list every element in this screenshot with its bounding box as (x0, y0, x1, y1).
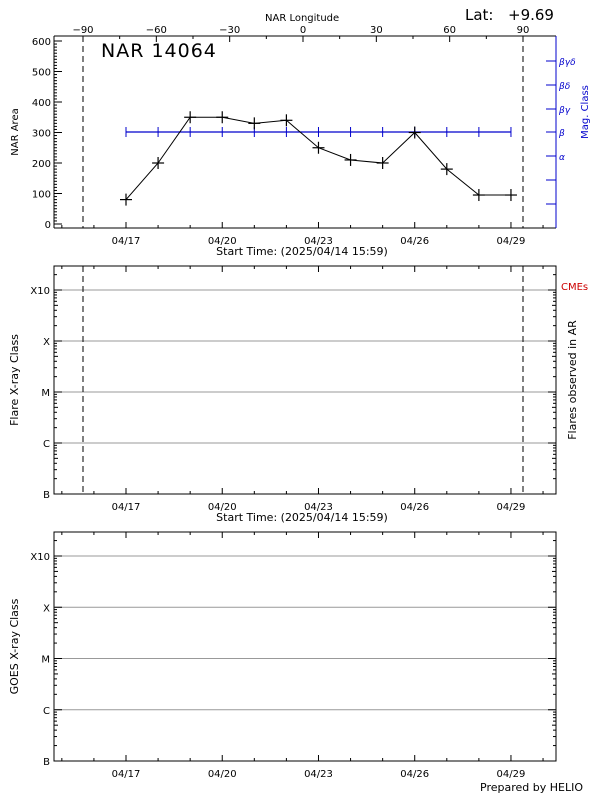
lon-tick-label: 0 (300, 25, 306, 36)
cme-legend-label: CMEs (561, 282, 588, 293)
y-tick-label: 400 (32, 98, 51, 109)
mag-class-label: βδ (558, 82, 571, 92)
lon-tick-label: 30 (370, 25, 383, 36)
lon-tick-label: −30 (219, 25, 240, 36)
y-tick-label: B (43, 490, 50, 501)
x-tick-label: 04/20 (208, 502, 237, 513)
nar-area-panel: 0 100 200 300 400 500 600 NAR Area −90 −60 −30 0 30 6… (10, 25, 591, 258)
mag-class-label: α (559, 153, 565, 163)
mag-class-label: β (558, 129, 565, 139)
plot-frame (53, 531, 557, 762)
x-tick-label: 04/17 (112, 236, 141, 247)
longitude-axis-title: NAR Longitude (265, 13, 340, 24)
goes-class-panel: B C M X X10 04/17 04/20 04/23 04/26 04/29 GOES X-r… (8, 531, 557, 780)
y2-axis-title: Mag. Class (580, 85, 591, 139)
x-tick-label: 04/20 (208, 769, 237, 780)
region-title: NAR 14064 (101, 40, 217, 62)
x-tick-label: 04/17 (112, 769, 141, 780)
x-tick-label: 04/29 (497, 502, 526, 513)
latitude-value: +9.69 (508, 6, 554, 24)
lon-tick-label: 90 (517, 25, 530, 36)
x-axis-title: Start Time: (2025/04/14 15:59) (216, 511, 388, 524)
y-tick-label: M (41, 388, 50, 399)
lon-tick-label: −60 (146, 25, 167, 36)
y-tick-label: X10 (30, 286, 50, 297)
lon-tick-label: −90 (72, 25, 93, 36)
y-tick-label: X10 (30, 552, 50, 563)
y-tick-label: X (43, 603, 50, 614)
y-tick-label: 600 (32, 37, 51, 48)
y-tick-label: X (43, 337, 50, 348)
y-tick-label: 200 (32, 159, 51, 170)
x-tick-label: 04/23 (304, 236, 333, 247)
x-tick-label: 04/26 (400, 769, 429, 780)
x-tick-label: 04/29 (497, 769, 526, 780)
x-tick-label: 04/29 (497, 236, 526, 247)
y-tick-label: M (41, 655, 50, 666)
x-axis-title: Start Time: (2025/04/14 15:59) (216, 245, 388, 258)
x-tick-label: 04/17 (112, 502, 141, 513)
y-tick-label: 300 (32, 129, 51, 140)
flare-class-panel: B C M X X10 04/17 04/20 04/23 04/26 04/29 Flare X-… (8, 265, 588, 524)
y-tick-label: 100 (32, 190, 51, 201)
y2-axis-title: Flares observed in AR (566, 320, 579, 440)
lon-tick-label: 60 (443, 25, 456, 36)
y-tick-label: B (43, 757, 50, 768)
mag-class-label: βγδ (558, 58, 576, 68)
x-tick-label: 04/23 (304, 769, 333, 780)
y-axis-title: NAR Area (10, 108, 21, 155)
y-axis-title: GOES X-ray Class (8, 598, 21, 694)
latitude-label: Lat: (465, 6, 494, 24)
y-tick-label: 500 (32, 68, 51, 79)
x-tick-label: 04/26 (400, 236, 429, 247)
prepared-by-credit: Prepared by HELIO (480, 781, 583, 794)
y-axis-title: Flare X-ray Class (8, 334, 21, 426)
y-tick-label: C (43, 706, 50, 717)
plot-frame (53, 265, 557, 495)
x-tick-label: 04/26 (400, 502, 429, 513)
x-tick-label: 04/23 (304, 502, 333, 513)
y-tick-label: C (43, 439, 50, 450)
x-tick-label: 04/20 (208, 236, 237, 247)
mag-class-label: βγ (558, 106, 571, 116)
y-tick-label: 0 (45, 220, 51, 231)
